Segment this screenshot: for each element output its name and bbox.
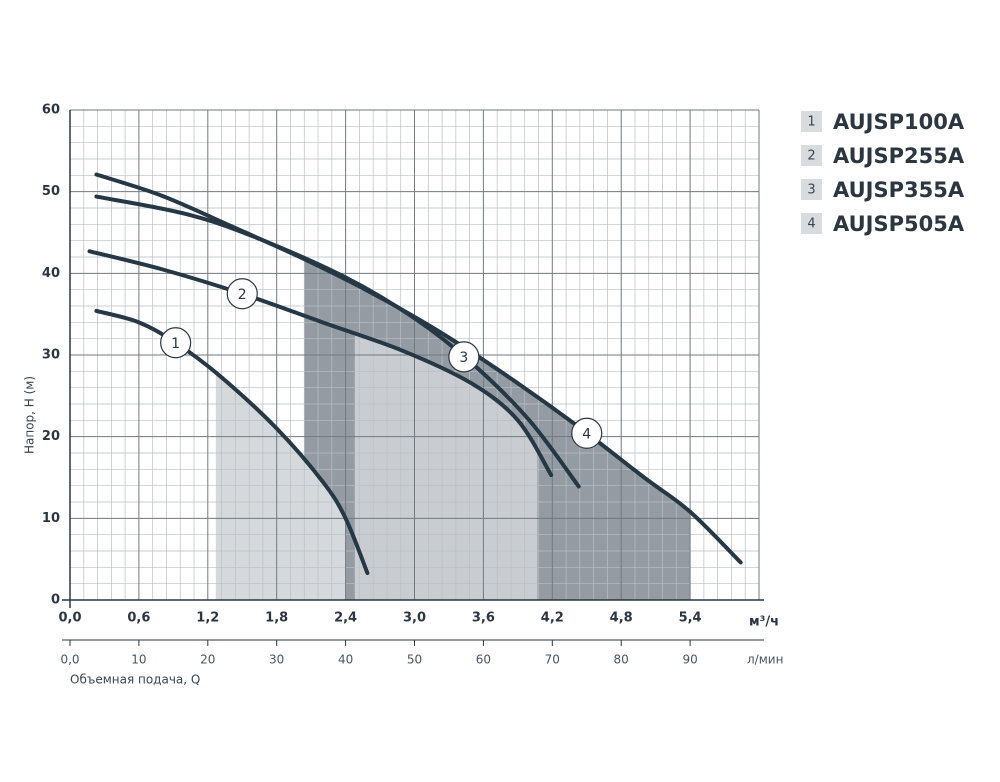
- curve-label: 1: [171, 336, 180, 352]
- legend-key: 1: [807, 115, 815, 130]
- legend-key-box: [801, 145, 822, 166]
- y-tick-label: 50: [42, 184, 60, 199]
- x-tick-label: 1,2: [196, 611, 219, 626]
- y-axis-title: Напор, H (м): [23, 376, 37, 454]
- legend-key: 4: [807, 217, 815, 232]
- legend-key: 2: [807, 149, 815, 164]
- x2-tick-label: 30: [269, 653, 284, 667]
- curve-label: 3: [459, 350, 468, 366]
- x2-tick-label: 20: [200, 653, 215, 667]
- x2-tick-label: 0,0: [60, 653, 79, 667]
- y-tick-label: 30: [42, 348, 60, 363]
- legend-key-box: [801, 111, 822, 132]
- x2-tick-label: 60: [476, 653, 491, 667]
- pump-curve: [94, 172, 743, 565]
- x-tick-label: 2,4: [334, 611, 357, 626]
- x-tick-label: 1,8: [265, 611, 288, 626]
- curve-label-circle: [448, 341, 480, 373]
- x2-tick-label: 80: [614, 653, 629, 667]
- operating-range: [354, 333, 538, 600]
- x-tick-label: 3,0: [403, 611, 426, 626]
- legend-key-box: [801, 179, 822, 200]
- x2-tick-label: 40: [338, 653, 353, 667]
- legend-name: AUJSP355A: [833, 178, 965, 202]
- pump-curve: [87, 249, 554, 478]
- x-tick-label: 4,8: [610, 611, 633, 626]
- legend-name: AUJSP255A: [833, 144, 965, 168]
- legend-key-box: [801, 213, 822, 234]
- legend-name: AUJSP505A: [833, 212, 965, 236]
- x2-unit: л/мин: [747, 653, 783, 667]
- legend-name: AUJSP100A: [833, 110, 965, 134]
- operating-range: [215, 372, 346, 600]
- x2-tick-label: 90: [682, 653, 697, 667]
- y-tick-label: 60: [42, 103, 60, 118]
- x-tick-label: 0,0: [58, 611, 81, 626]
- x-axis-title: Объемная подача, Q: [70, 673, 200, 687]
- curve-label: 2: [238, 287, 247, 303]
- x2-tick-label: 10: [131, 653, 146, 667]
- y-tick-label: 20: [42, 429, 60, 444]
- x-tick-label: 0,6: [127, 611, 150, 626]
- pump-curve: [94, 308, 370, 576]
- curve-label: 4: [582, 426, 591, 442]
- x2-tick-label: 50: [407, 653, 422, 667]
- y-tick-label: 0: [51, 593, 60, 608]
- x-tick-label: 3,6: [472, 611, 495, 626]
- curve-label-circle: [226, 278, 258, 310]
- curve-label-circle: [160, 327, 192, 359]
- curve-label-circle: [571, 417, 603, 449]
- y-tick-label: 40: [42, 266, 60, 281]
- legend-key: 3: [807, 183, 815, 198]
- x2-tick-label: 70: [545, 653, 560, 667]
- x-tick-label: 4,2: [541, 611, 564, 626]
- x-unit: м³/ч: [749, 615, 779, 630]
- y-tick-label: 10: [42, 511, 60, 526]
- x-tick-label: 5,4: [679, 611, 702, 626]
